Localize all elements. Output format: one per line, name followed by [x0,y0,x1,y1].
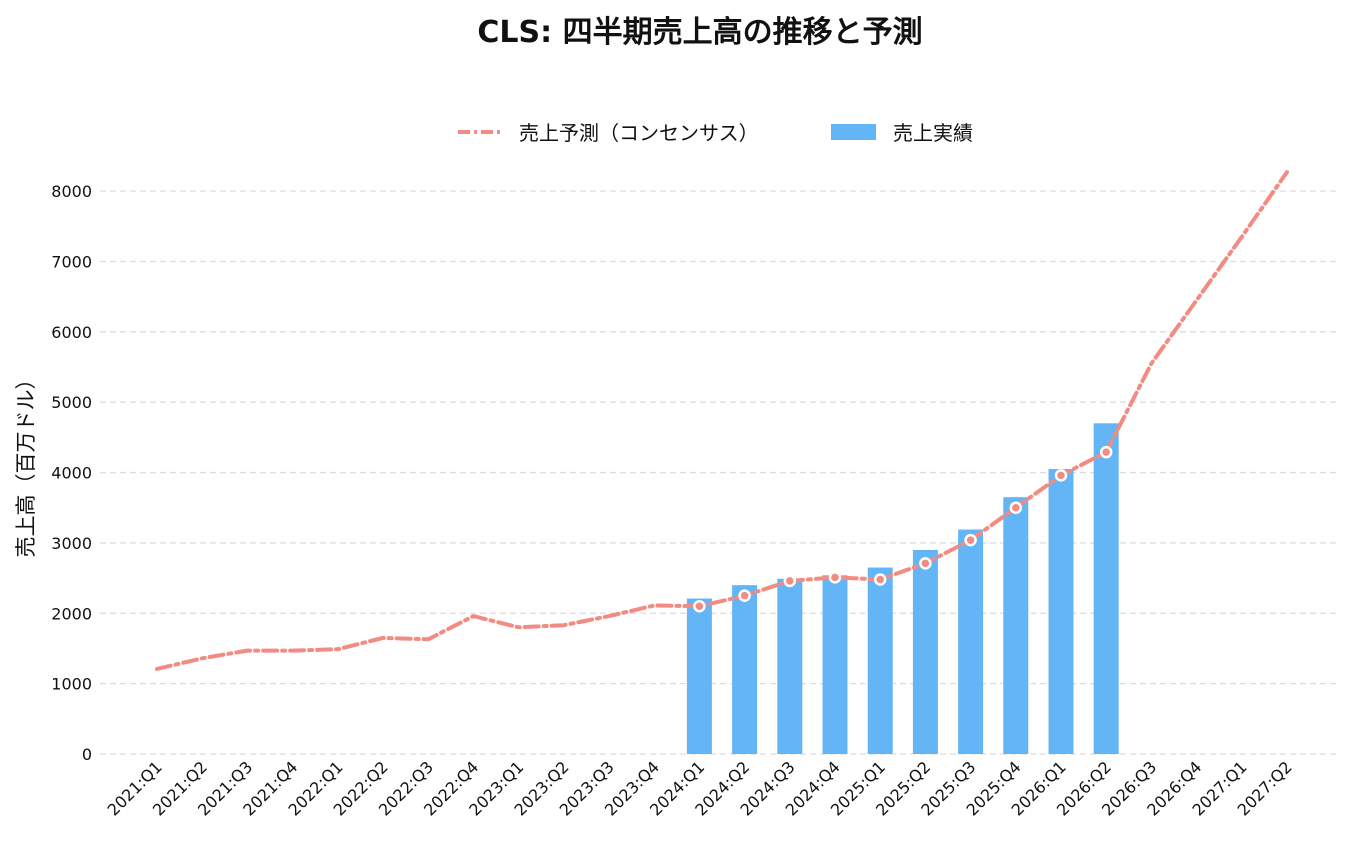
y-axis-ticks: 0 1000 2000 3000 4000 5000 6000 7000 8000 [51,182,92,764]
bar-2026:Q2 [1093,423,1119,754]
y-tick-label-0: 0 [82,745,92,764]
forecast-marker-2025:Q2 [919,557,932,570]
bar-2025:Q1 [867,567,893,754]
forecast-markers [693,445,1113,613]
forecast-marker-2024:Q4 [828,571,842,584]
legend: 売上予測（コンセンサス） 売上実績 [458,121,973,145]
y-tick-label-2: 2000 [51,604,92,623]
x-axis-ticks: 2021:Q12021:Q22021:Q32021:Q42022:Q12022:… [104,757,1296,819]
y-tick-label-7: 7000 [51,252,92,271]
forecast-marker-2024:Q2 [738,589,751,602]
bar-2026:Q1 [1048,469,1074,754]
forecast-marker-2024:Q3 [783,574,797,588]
forecast-line [155,170,1289,671]
forecast-marker-2025:Q1 [873,573,887,586]
y-tick-label-3: 3000 [51,534,92,553]
y-tick-label-8: 8000 [51,182,92,201]
legend-forecast-label: 売上予測（コンセンサス） [519,121,759,145]
legend-actual-swatch [831,124,876,140]
y-tick-label-1: 1000 [51,675,92,694]
forecast-marker-2025:Q4 [1009,501,1023,514]
y-axis-label: 売上高（百万ドル） [14,369,38,558]
forecast-line-layer [155,170,1289,671]
bar-2025:Q3 [958,529,984,754]
chart-title: CLS: 四半期売上高の推移と予測 [477,15,922,50]
bars [686,423,1119,754]
bar-2025:Q2 [912,549,938,754]
y-tick-label-4: 4000 [51,464,92,483]
forecast-marker-2025:Q3 [964,533,977,547]
forecast-marker-2026:Q2 [1099,445,1113,459]
forecast-marker-2024:Q1 [693,599,706,613]
grid [100,190,1340,755]
bar-2024:Q1 [686,598,712,754]
bar-2024:Q2 [732,585,758,754]
y-tick-label-6: 6000 [51,323,92,342]
legend-actual-label: 売上実績 [893,121,973,145]
bar-2025:Q4 [1003,497,1029,754]
forecast-marker-2026:Q1 [1054,469,1068,482]
y-tick-label-5: 5000 [51,393,92,412]
bar-2024:Q3 [777,578,803,754]
bar-2024:Q4 [822,575,848,754]
